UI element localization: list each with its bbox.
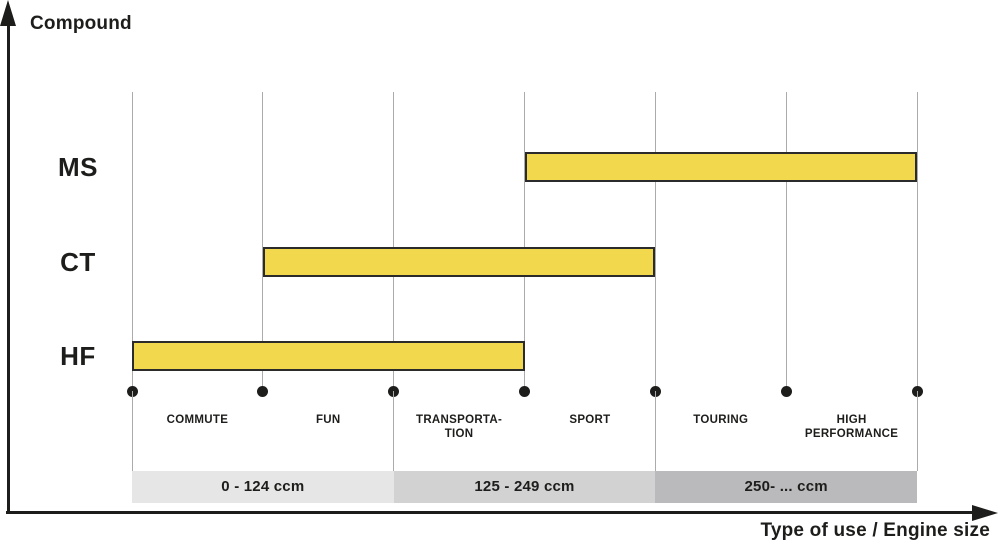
engine-size-band: 0 - 124 ccm [132,471,394,503]
use-category-label: COMMUTE [166,414,229,426]
x-axis-arrowhead-icon [972,504,998,521]
y-axis-title: Compound [30,13,132,34]
band-separator-line [131,391,133,471]
axis-dot [519,385,530,397]
gridline [393,92,395,391]
gridline [524,92,525,391]
use-category-label: TOURING [693,414,749,426]
axis-dot [257,385,269,397]
band-separator-line [654,391,656,471]
y-axis-line [6,18,10,513]
y-axis-arrowhead-icon [0,0,16,26]
gridline [916,92,918,391]
gridline [131,92,133,391]
band-separator-line [393,391,395,471]
compound-bar-ms [524,152,917,182]
compound-label-hf: HF [60,340,96,371]
x-axis-line [6,511,974,514]
gridline [654,92,656,391]
band-separator-line [916,391,918,471]
use-category-label: TRANSPORTA- TION [416,414,503,440]
gridline [262,92,264,391]
use-category-label: SPORT [569,414,611,426]
use-category-label: HIGH PERFORMANCE [804,414,899,440]
compound-bar-ct [262,246,656,277]
use-category-label: FUN [315,414,341,426]
compound-bar-hf [132,340,525,371]
axis-dot [780,385,792,397]
engine-size-band: 125 - 249 ccm [393,471,656,503]
gridline [785,92,787,391]
engine-size-band: 250- ... ccm [655,471,917,503]
compound-label-ms: MS [58,152,98,182]
x-axis-title: Type of use / Engine size [760,520,990,541]
compound-label-ct: CT [60,246,96,277]
